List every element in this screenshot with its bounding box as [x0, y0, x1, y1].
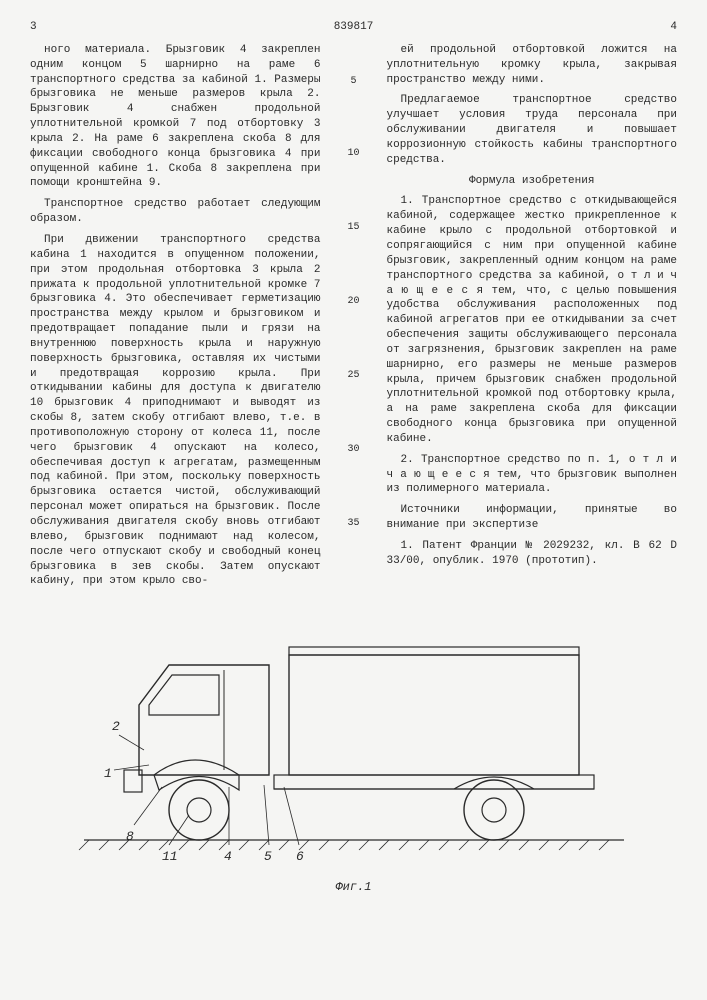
page-header: 3 839817 4 — [30, 20, 677, 35]
label-5: 5 — [264, 849, 272, 864]
label-6: 6 — [296, 849, 304, 864]
page-left: 3 — [30, 20, 37, 35]
right-para-5: Источники информации, принятые во вниман… — [387, 503, 678, 533]
line-number-gutter: 5 10 15 20 25 30 35 — [345, 43, 363, 595]
left-para-3: При движении транспортного средства каби… — [30, 233, 321, 589]
line-num-10: 10 — [347, 147, 359, 161]
label-11: 11 — [162, 849, 178, 864]
label-4: 4 — [224, 849, 232, 864]
label-1: 1 — [104, 766, 112, 781]
line-num-25: 25 — [347, 369, 359, 383]
line-num-15: 15 — [347, 221, 359, 235]
document-number: 839817 — [37, 20, 671, 35]
line-num-30: 30 — [347, 443, 359, 457]
left-para-2: Транспортное средство работает следующим… — [30, 197, 321, 227]
right-column: ей продольной отбортовкой ложится на упл… — [387, 43, 678, 595]
right-para-3: 1. Транспортное средство с откидывающейс… — [387, 194, 678, 446]
figure-caption: Фиг.1 — [30, 879, 677, 895]
formula-title: Формула изобретения — [387, 174, 678, 189]
right-para-2: Предлагаемое транспортное средство улучш… — [387, 93, 678, 167]
truck-diagram: 2 1 8 11 4 5 6 — [74, 615, 634, 875]
right-para-1: ей продольной отбортовкой ложится на упл… — [387, 43, 678, 88]
figure-1: 2 1 8 11 4 5 6 Фиг.1 — [30, 615, 677, 895]
right-para-6: 1. Патент Франции № 2029232, кл. B 62 D … — [387, 539, 678, 569]
right-para-4: 2. Транспортное средство по п. 1, о т л … — [387, 453, 678, 498]
left-column: ного материала. Брызговик 4 закреплен од… — [30, 43, 321, 595]
label-8: 8 — [126, 829, 134, 844]
line-num-20: 20 — [347, 295, 359, 309]
line-num-5: 5 — [350, 75, 356, 89]
text-columns: ного материала. Брызговик 4 закреплен од… — [30, 43, 677, 595]
line-num-35: 35 — [347, 517, 359, 531]
left-para-1: ного материала. Брызговик 4 закреплен од… — [30, 43, 321, 191]
label-2: 2 — [112, 719, 120, 734]
page-right: 4 — [670, 20, 677, 35]
